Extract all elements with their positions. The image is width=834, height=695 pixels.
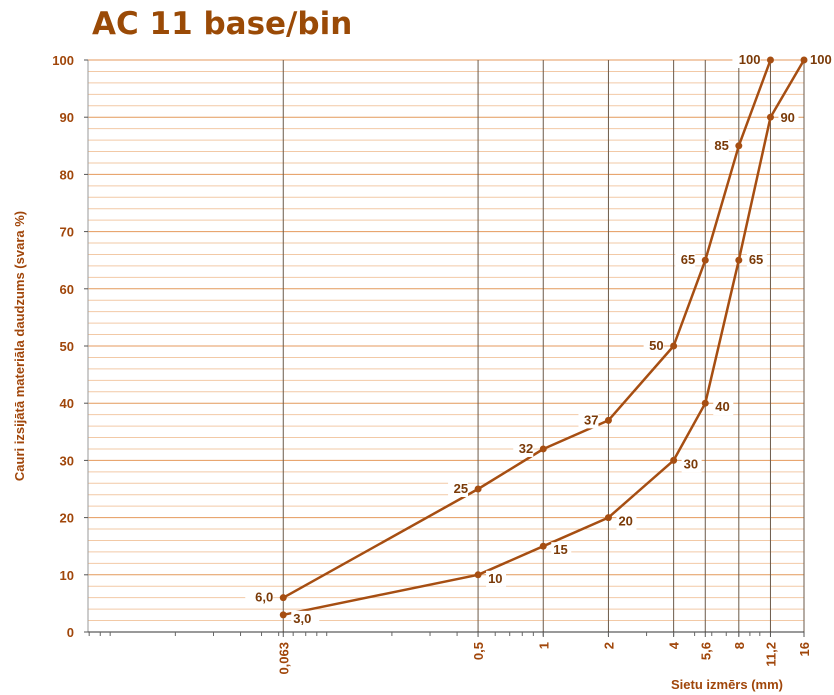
data-label: 100 — [810, 52, 832, 67]
data-label: 85 — [714, 138, 728, 153]
data-label: 32 — [519, 441, 533, 456]
data-label-bg — [708, 137, 729, 154]
data-point — [539, 542, 547, 550]
data-label-bg — [448, 481, 469, 497]
data-label-bg — [551, 542, 572, 559]
x-tick-label: 5,6 — [698, 642, 713, 660]
y-tick-label: 70 — [60, 225, 74, 240]
data-point — [735, 256, 743, 264]
data-label-bg — [616, 513, 637, 530]
y-tick-label: 30 — [60, 453, 74, 468]
data-label: 37 — [584, 412, 598, 427]
data-label: 6,0 — [255, 590, 273, 605]
data-label: 50 — [649, 338, 663, 353]
y-tick-label: 90 — [60, 110, 74, 125]
data-point — [279, 611, 287, 619]
data-point — [735, 142, 743, 150]
y-tick-label: 80 — [60, 167, 74, 182]
y-tick-label: 100 — [52, 53, 74, 68]
data-label-bg — [681, 456, 702, 473]
series-lines — [279, 56, 808, 619]
data-label: 100 — [739, 52, 761, 67]
y-tick-label: 50 — [60, 339, 74, 354]
data-point — [670, 342, 678, 350]
data-label: 40 — [715, 399, 729, 414]
data-point — [539, 445, 547, 453]
x-tick-label: 2 — [601, 642, 616, 649]
x-tick-label: 1 — [536, 642, 551, 649]
x-tick-label: 16 — [797, 642, 812, 656]
x-tick-label: 8 — [732, 642, 747, 649]
y-tick-label: 60 — [60, 282, 74, 297]
data-label: 65 — [681, 252, 695, 267]
series-line-1 — [282, 58, 772, 599]
data-label-bg — [675, 252, 696, 269]
y-axis-ticks: 0 10 20 30 40 50 60 70 80 90 100 — [52, 53, 88, 640]
x-axis-ticks: 0,063 0,5 1 2 4 5,6 8 11,2 16 — [88, 632, 812, 675]
chart-title: AC 11 base/bin — [92, 6, 353, 42]
data-label: 65 — [749, 252, 763, 267]
major-gridlines — [88, 59, 805, 632]
data-label-bg — [291, 610, 320, 627]
data-label: 10 — [488, 571, 502, 586]
data-point — [766, 113, 774, 121]
data-point — [474, 571, 482, 579]
y-tick-label: 0 — [67, 625, 74, 640]
data-label: 90 — [780, 110, 794, 125]
x-tick-label: 4 — [667, 641, 682, 649]
x-tick-label: 0,063 — [276, 642, 291, 675]
y-tick-label: 10 — [60, 568, 74, 583]
data-label-bg — [808, 52, 834, 68]
data-label-bg — [643, 338, 664, 354]
data-point — [670, 456, 678, 464]
data-label-bg — [746, 252, 767, 269]
data-label-bg — [778, 110, 799, 127]
data-label: 25 — [454, 481, 468, 496]
data-label-bg — [486, 570, 507, 587]
y-axis-label: Cauri izsijātā materiāla daudzums (svara… — [12, 211, 27, 481]
y-tick-label: 20 — [60, 511, 74, 526]
data-label: 15 — [553, 542, 567, 557]
data-label-bg — [245, 589, 274, 606]
data-labels: 6,0 25 32 37 50 65 85 100 3,0 10 15 20 30 40 65 90 100 — [245, 52, 834, 627]
x-tick-label: 0,5 — [471, 642, 486, 660]
minor-gridlines — [88, 70, 804, 622]
data-point — [701, 256, 709, 264]
data-point — [279, 594, 287, 602]
data-label-bg — [578, 412, 599, 429]
data-point — [800, 56, 808, 64]
data-point — [604, 514, 612, 522]
data-point — [474, 485, 482, 493]
x-axis-label: Sietu izmērs (mm) — [671, 677, 783, 692]
x-tick-label: 11,2 — [763, 642, 778, 667]
data-label-bg — [513, 440, 534, 457]
data-label-bg — [732, 52, 761, 68]
data-label: 20 — [618, 514, 632, 529]
data-label: 30 — [684, 456, 698, 471]
data-label: 3,0 — [293, 611, 311, 626]
y-tick-label: 40 — [60, 396, 74, 411]
data-label-bg — [713, 399, 734, 416]
data-point — [604, 416, 612, 424]
data-point — [701, 399, 709, 407]
data-point — [766, 56, 774, 64]
